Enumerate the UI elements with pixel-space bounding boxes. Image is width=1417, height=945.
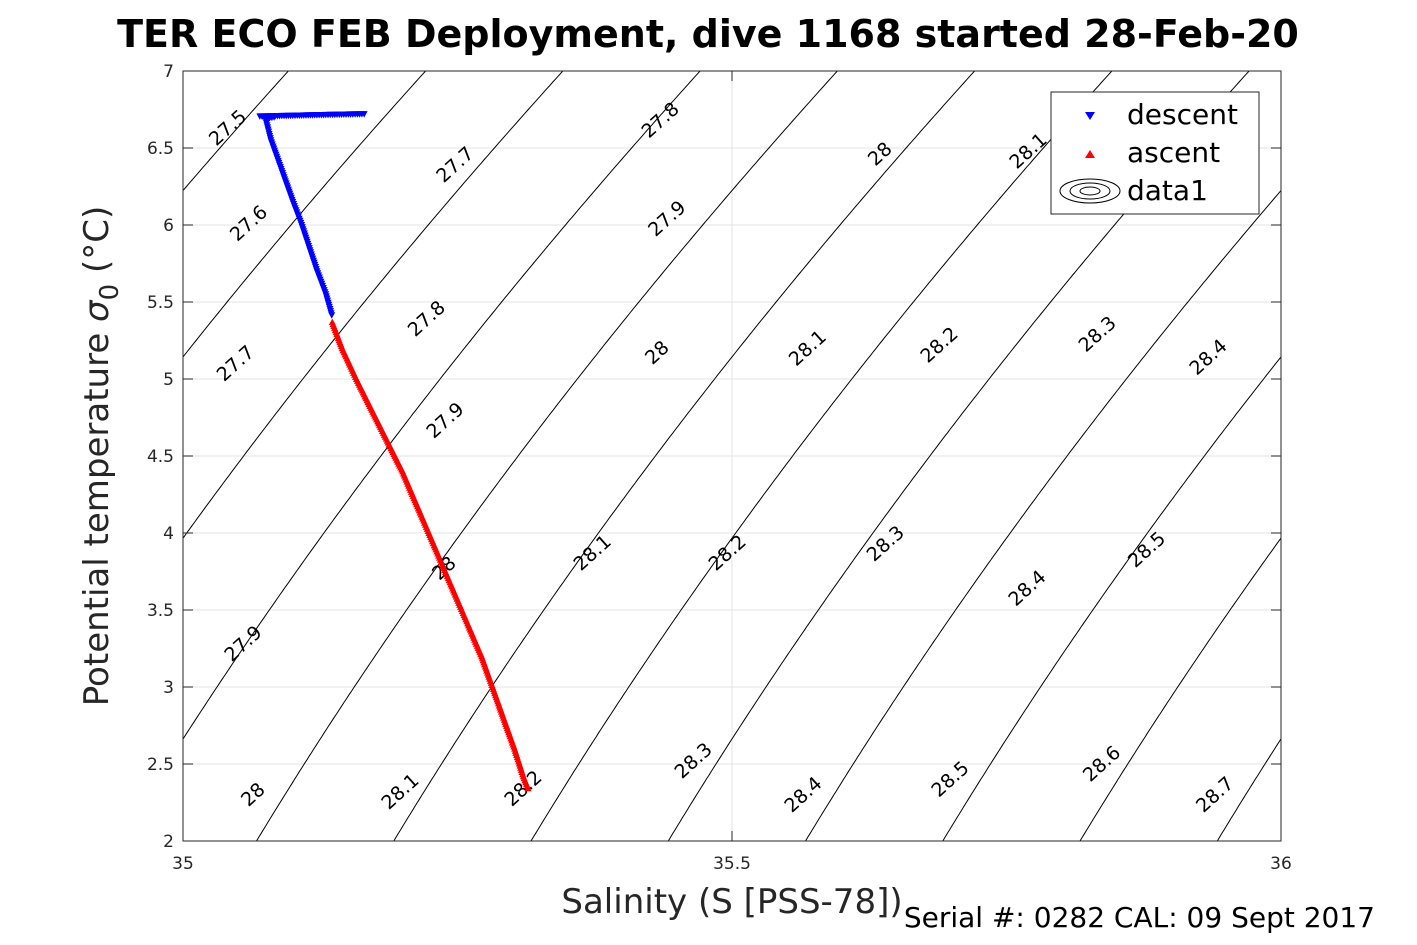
- y-tick-label-6: 5: [163, 370, 174, 390]
- y-tick-label-9: 6.5: [147, 139, 174, 159]
- y-tick-label-5: 4.5: [147, 447, 174, 467]
- y-axis-label: Potential temperature σ0 (°C): [77, 206, 125, 706]
- legend-descent-label: descent: [1127, 98, 1238, 131]
- y-tick-label-10: 7: [163, 62, 174, 82]
- y-tick-label-7: 5.5: [147, 293, 174, 313]
- y-axis-label-sigma: σ: [77, 299, 117, 322]
- y-tick-label-1: 2.5: [147, 755, 174, 775]
- legend-data1-marker: [1059, 178, 1121, 204]
- y-axis-label-sub: 0: [95, 284, 125, 301]
- isopycnal-3: [183, 71, 701, 740]
- isopycnal-2: [183, 71, 564, 539]
- isopycnal-12: [1350, 67, 1417, 849]
- footer-serial-cal: Serial #: 0282 CAL: 09 Sept 2017: [904, 901, 1375, 934]
- y-axis-label-suffix: (°C): [77, 206, 117, 284]
- isopycnal-5: [393, 71, 976, 841]
- y-tick-label-4: 4: [163, 524, 174, 544]
- data-series: [256, 111, 532, 792]
- x-tick-label-1: 35.5: [713, 854, 751, 874]
- legend-descent-marker: [1085, 112, 1095, 120]
- series-ascent: [328, 318, 532, 792]
- legend-ascent-marker: [1085, 150, 1095, 158]
- x-tick-label-2: 36: [1270, 854, 1292, 874]
- x-axis-label: Salinity (S [PSS-78]): [561, 882, 902, 922]
- isopycnal-4: [255, 71, 838, 841]
- axis-ticks: 35 35.5 36 2 2.5 3 3.5 4 4.5 5 5.5 6 6.5 7: [147, 62, 1292, 874]
- isopycnal-1: [183, 71, 427, 358]
- legend-data1-label: data1: [1127, 174, 1208, 207]
- isopycnal-6: [530, 71, 1113, 841]
- ascent-marker-230: [524, 784, 532, 792]
- series-descent: [256, 111, 368, 319]
- x-tick-label-0: 35: [172, 854, 194, 874]
- y-axis-label-prefix: Potential temperature: [77, 322, 117, 706]
- descent-marker-151: [328, 312, 336, 319]
- legend-ascent-label: ascent: [1127, 136, 1220, 169]
- y-tick-label-2: 3: [163, 678, 174, 698]
- y-tick-label-0: 2: [163, 832, 174, 852]
- isopycnal-10: [1079, 537, 1281, 841]
- chart-title: TER ECO FEB Deployment, dive 1168 starte…: [117, 12, 1299, 56]
- isopycnal-8: [804, 189, 1281, 841]
- y-tick-label-8: 6: [163, 216, 174, 236]
- isopycnal-9: [942, 356, 1281, 841]
- y-tick-label-3: 3.5: [147, 601, 174, 621]
- legend: descent ascent data1: [1050, 91, 1260, 215]
